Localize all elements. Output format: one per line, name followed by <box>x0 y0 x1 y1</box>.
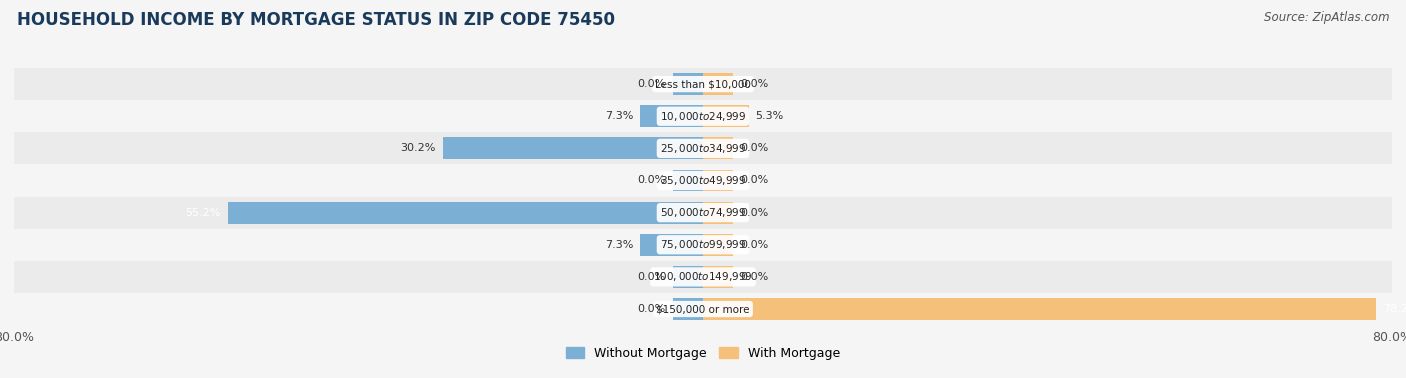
Bar <box>703 138 733 159</box>
Bar <box>14 197 1392 229</box>
Bar <box>703 170 733 191</box>
Bar <box>443 138 703 159</box>
Bar <box>703 73 733 95</box>
Text: 0.0%: 0.0% <box>740 79 768 89</box>
Legend: Without Mortgage, With Mortgage: Without Mortgage, With Mortgage <box>561 342 845 365</box>
Bar <box>640 105 703 127</box>
Text: 78.2%: 78.2% <box>1384 304 1406 314</box>
Text: $25,000 to $34,999: $25,000 to $34,999 <box>659 142 747 155</box>
Text: $50,000 to $74,999: $50,000 to $74,999 <box>659 206 747 219</box>
Bar <box>673 266 703 288</box>
Bar <box>14 261 1392 293</box>
Text: 0.0%: 0.0% <box>740 143 768 153</box>
Bar <box>228 202 703 223</box>
Bar <box>703 105 748 127</box>
Bar <box>673 73 703 95</box>
Bar <box>673 298 703 320</box>
Bar <box>14 100 1392 132</box>
Bar <box>14 164 1392 197</box>
Text: 7.3%: 7.3% <box>605 111 633 121</box>
Text: 5.3%: 5.3% <box>755 111 783 121</box>
Bar <box>14 68 1392 100</box>
Bar <box>673 170 703 191</box>
Bar <box>14 132 1392 164</box>
Text: 0.0%: 0.0% <box>638 79 666 89</box>
Bar <box>703 234 733 256</box>
Text: HOUSEHOLD INCOME BY MORTGAGE STATUS IN ZIP CODE 75450: HOUSEHOLD INCOME BY MORTGAGE STATUS IN Z… <box>17 11 614 29</box>
Bar <box>703 298 1376 320</box>
Text: $10,000 to $24,999: $10,000 to $24,999 <box>659 110 747 123</box>
Text: $150,000 or more: $150,000 or more <box>657 304 749 314</box>
Text: Source: ZipAtlas.com: Source: ZipAtlas.com <box>1264 11 1389 24</box>
Text: 0.0%: 0.0% <box>638 272 666 282</box>
Text: 0.0%: 0.0% <box>740 272 768 282</box>
Text: $75,000 to $99,999: $75,000 to $99,999 <box>659 238 747 251</box>
Text: 0.0%: 0.0% <box>740 208 768 218</box>
Text: 7.3%: 7.3% <box>605 240 633 250</box>
Bar <box>640 234 703 256</box>
Text: 0.0%: 0.0% <box>638 175 666 186</box>
Text: $35,000 to $49,999: $35,000 to $49,999 <box>659 174 747 187</box>
Text: 30.2%: 30.2% <box>401 143 436 153</box>
Bar <box>703 202 733 223</box>
Text: $100,000 to $149,999: $100,000 to $149,999 <box>654 270 752 284</box>
Bar <box>703 266 733 288</box>
Bar <box>14 229 1392 261</box>
Bar <box>14 293 1392 325</box>
Text: 0.0%: 0.0% <box>740 175 768 186</box>
Text: 55.2%: 55.2% <box>186 208 221 218</box>
Text: Less than $10,000: Less than $10,000 <box>655 79 751 89</box>
Text: 0.0%: 0.0% <box>638 304 666 314</box>
Text: 0.0%: 0.0% <box>740 240 768 250</box>
